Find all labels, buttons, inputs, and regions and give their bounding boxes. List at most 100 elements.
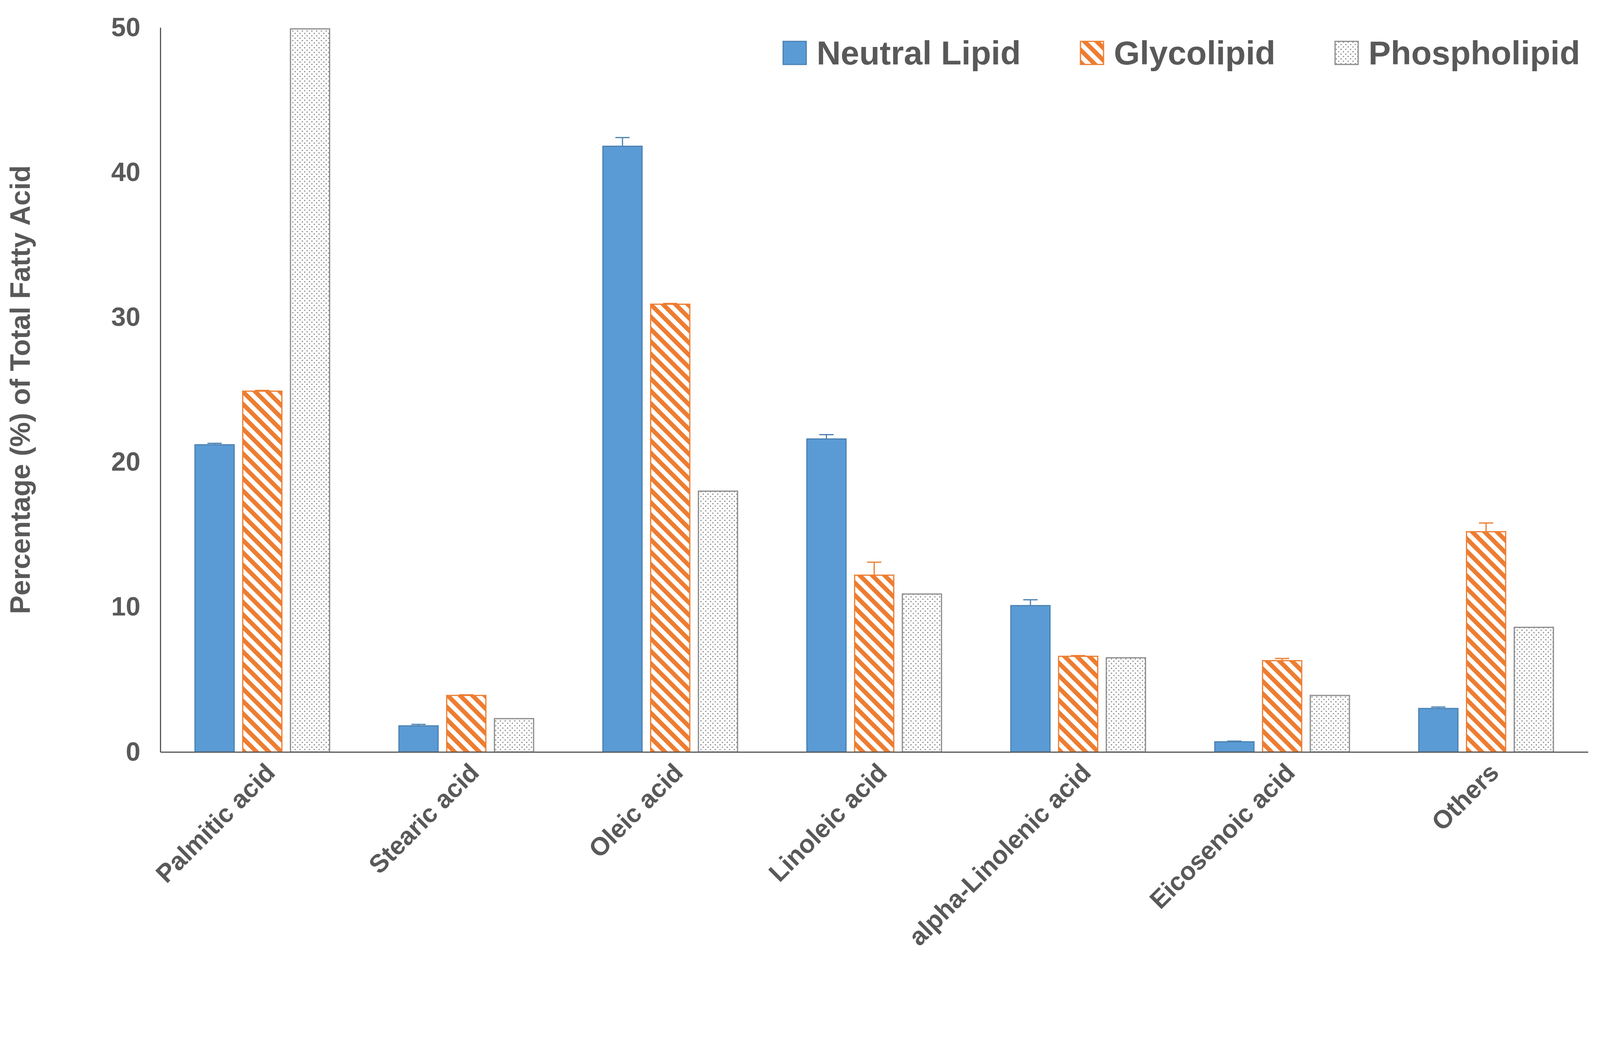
y-tick-label: 50	[111, 12, 141, 42]
x-tick-label: Stearic acid	[363, 757, 485, 880]
bar	[242, 391, 282, 752]
x-tick-label: Oleic acid	[583, 757, 689, 864]
error-bar	[1070, 655, 1086, 657]
y-tick: 50	[111, 12, 141, 42]
bar	[1514, 627, 1554, 752]
bar	[1418, 708, 1458, 752]
y-tick-label: 30	[111, 301, 141, 332]
error-cap	[615, 136, 630, 139]
error-cap	[819, 434, 834, 436]
bars	[194, 29, 1554, 752]
bar	[650, 304, 690, 752]
bar	[1466, 531, 1506, 752]
bar	[446, 695, 486, 752]
plot: 0 10 20 30 40 50 Palmitic acid Stearic acid Olei…	[111, 12, 1589, 952]
y-tick-label: 10	[111, 591, 141, 621]
bar	[290, 29, 330, 752]
error-bar	[663, 303, 678, 305]
error-cap	[254, 389, 270, 392]
y-axis: 0 10 20 30 40 50	[111, 12, 161, 767]
bar	[603, 146, 643, 752]
legend-item: Glycolipid	[1080, 34, 1276, 72]
y-axis-line	[159, 27, 162, 753]
legend-item: Phospholipid	[1335, 34, 1581, 72]
legend-swatch	[783, 41, 807, 65]
legend-label: Neutral Lipid	[816, 34, 1021, 72]
error-bar	[1479, 523, 1494, 532]
error-cap	[411, 723, 426, 725]
error-stem	[1029, 599, 1032, 606]
y-tick: 10	[111, 591, 141, 621]
bar	[902, 593, 942, 752]
x-tick: Stearic acid	[363, 757, 485, 880]
legend-swatch	[1335, 41, 1359, 65]
y-tick: 40	[111, 157, 141, 187]
x-tick: Eicosenoic acid	[1144, 757, 1301, 915]
bar	[1262, 660, 1302, 752]
y-tick: 20	[111, 446, 141, 477]
x-tick: Linoleic acid	[763, 757, 893, 888]
legend-swatch	[1080, 41, 1104, 65]
error-bar	[615, 137, 630, 147]
bar	[1214, 741, 1254, 752]
error-bar	[411, 724, 426, 727]
error-bar	[1227, 741, 1242, 742]
y-tick: 0	[125, 736, 141, 767]
error-cap	[1479, 522, 1494, 524]
error-cap	[459, 694, 474, 696]
error-bar	[254, 390, 270, 392]
error-cap	[663, 302, 678, 304]
series-bars	[194, 137, 1458, 752]
bar	[698, 490, 738, 752]
bar	[806, 438, 846, 752]
y-tick-label: 0	[125, 736, 141, 767]
error-bar	[459, 694, 474, 696]
bar	[1058, 656, 1098, 752]
legend-item: Neutral Lipid	[783, 34, 1021, 72]
error-cap	[207, 442, 222, 444]
x-tick: Others	[1426, 757, 1505, 837]
bar	[494, 718, 534, 752]
error-cap	[1070, 654, 1086, 656]
x-tick-label: Others	[1426, 757, 1505, 837]
legend-label: Phospholipid	[1368, 34, 1581, 72]
series-bars	[290, 29, 1554, 752]
y-axis-title: Percentage (%) of Total Fatty Acid	[4, 165, 36, 615]
x-axis-line	[160, 751, 1589, 753]
error-cap	[1431, 706, 1446, 708]
error-cap	[1227, 740, 1242, 742]
error-cap	[867, 561, 882, 563]
bar	[399, 725, 438, 752]
error-bar	[1023, 599, 1038, 606]
bar	[1010, 605, 1050, 752]
error-cap	[1023, 599, 1038, 601]
y-tick-label: 20	[111, 446, 141, 477]
legend-label: Glycolipid	[1113, 34, 1276, 72]
x-axis: Palmitic acid Stearic acid Oleic acid Linol…	[150, 752, 1589, 952]
bar	[194, 444, 234, 752]
x-tick-label: Linoleic acid	[763, 757, 893, 888]
x-tick-label: Palmitic acid	[150, 757, 281, 889]
chart: 0 10 20 30 40 50 Palmitic acid Stearic acid Olei…	[0, 0, 1600, 1042]
error-bar	[1431, 706, 1446, 709]
error-cap	[1274, 657, 1290, 660]
error-bar	[1274, 658, 1290, 661]
x-tick-label: Eicosenoic acid	[1144, 757, 1301, 915]
bar	[1310, 695, 1350, 752]
error-stem	[825, 434, 828, 439]
legend: Neutral Lipid Glycolipid Phospholipid	[783, 34, 1581, 72]
x-tick: Oleic acid	[583, 757, 689, 864]
y-tick-label: 40	[111, 157, 141, 187]
error-bar	[819, 434, 834, 439]
error-bar	[207, 443, 222, 445]
bar	[854, 575, 894, 752]
y-tick: 30	[111, 301, 141, 332]
error-bar	[867, 562, 882, 576]
error-stem	[621, 137, 623, 147]
x-tick: alpha-Linolenic acid	[903, 757, 1097, 952]
error-stem	[1485, 523, 1487, 532]
series-bars	[242, 303, 1506, 752]
error-stem	[873, 562, 875, 576]
x-tick: Palmitic acid	[150, 757, 281, 889]
bar	[1106, 657, 1146, 752]
